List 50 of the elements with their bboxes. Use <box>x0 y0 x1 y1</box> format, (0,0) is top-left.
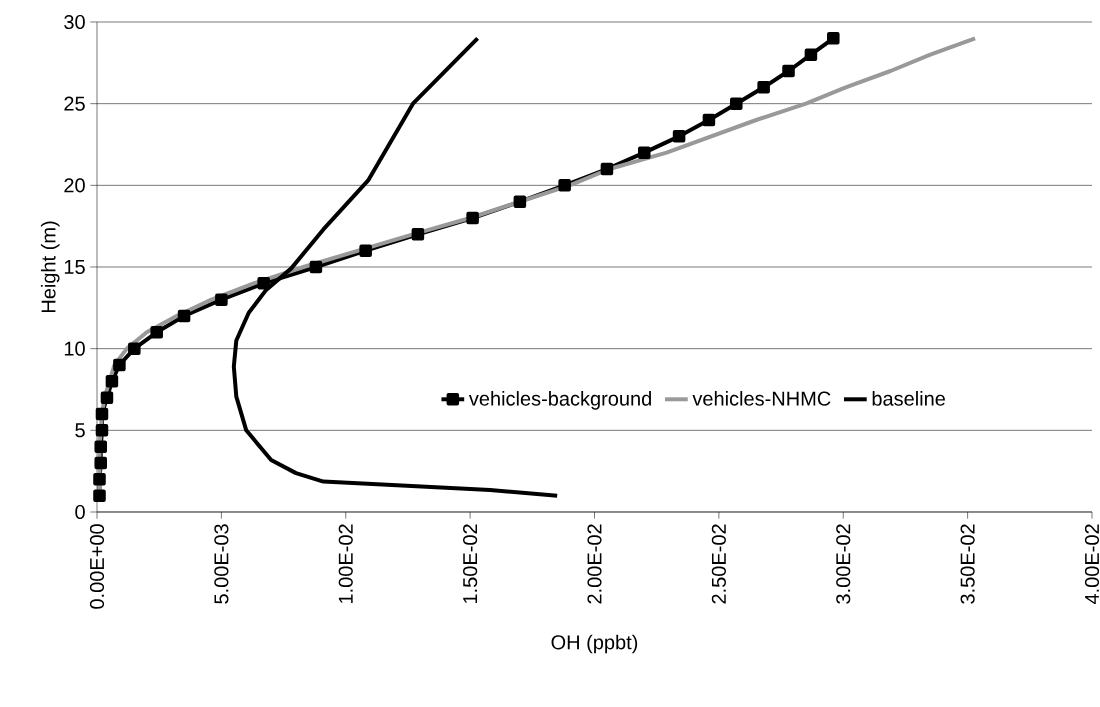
point <box>177 309 191 323</box>
point <box>757 81 770 94</box>
y-axis-title: Height (m) <box>40 221 60 313</box>
y-tick-label: 25 <box>64 96 85 111</box>
x-tick-label: 2.50E-02 <box>711 524 726 604</box>
point <box>93 489 106 502</box>
point <box>411 228 425 241</box>
point <box>150 326 163 339</box>
y-tick-label: 20 <box>64 178 85 193</box>
x-tick-label: 4.00E-02 <box>1084 524 1100 605</box>
x-tick-label: 3.50E-02 <box>960 524 975 604</box>
point <box>94 456 108 470</box>
y-tick-label: 10 <box>64 341 85 356</box>
point <box>257 277 270 290</box>
x-tick-label: 1.00E-02 <box>338 524 353 604</box>
x-tick-label: 3.00E-02 <box>836 524 851 604</box>
x-axis-title: OH (ppbt) <box>551 634 638 654</box>
point <box>309 260 323 274</box>
point <box>782 64 795 78</box>
y-tick-label: 30 <box>64 14 85 30</box>
point <box>359 244 372 257</box>
point <box>95 424 109 437</box>
point <box>827 32 840 45</box>
point <box>730 97 743 110</box>
x-tick-label: 0.00E+00 <box>89 524 105 609</box>
point <box>466 211 479 225</box>
point <box>804 48 818 61</box>
point <box>95 407 109 421</box>
point <box>93 473 106 486</box>
x-tick-label: 1.50E-02 <box>463 524 478 604</box>
x-tick-label: 5.00E-03 <box>214 524 229 604</box>
point <box>113 358 126 372</box>
y-tick-label: 5 <box>75 423 85 438</box>
point <box>94 440 108 453</box>
legend-label: vehicles-background <box>468 391 651 410</box>
point <box>702 113 716 127</box>
y-tick-label: 15 <box>64 260 85 274</box>
legend-label: vehicles-NHMC <box>692 391 831 406</box>
point <box>558 179 571 192</box>
point <box>105 375 119 388</box>
point <box>672 130 686 143</box>
y-tick-label: 0 <box>75 504 85 520</box>
point <box>600 162 614 176</box>
x-tick-label: 2.00E-02 <box>587 524 602 604</box>
point <box>100 391 114 404</box>
legend-label: baseline <box>872 391 945 406</box>
point <box>513 195 527 208</box>
point <box>215 293 228 306</box>
point <box>128 342 141 355</box>
point <box>637 146 651 159</box>
